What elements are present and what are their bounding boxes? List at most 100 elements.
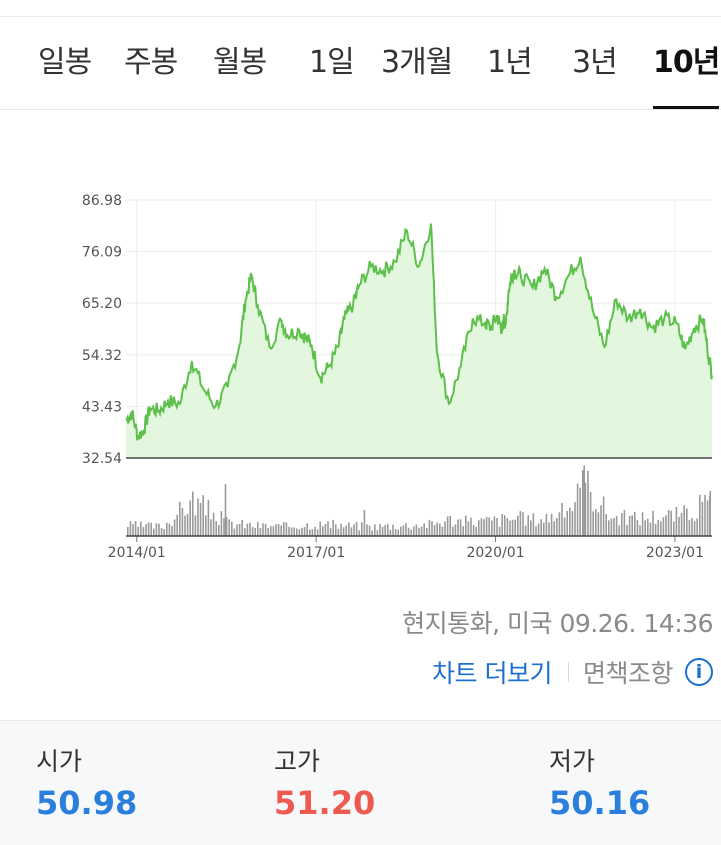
volume-bar <box>600 505 602 536</box>
volume-bar <box>522 512 524 536</box>
y-tick-label: 76.09 <box>82 245 122 261</box>
volume-bar <box>686 508 688 536</box>
volume-bar <box>444 521 446 536</box>
volume-bar <box>257 521 259 536</box>
volume-bar <box>212 512 215 536</box>
high-label: 고가 <box>274 747 321 776</box>
volume-bar <box>285 522 288 536</box>
volume-bar <box>665 515 667 536</box>
tab-weekly[interactable]: 주봉 <box>124 45 178 80</box>
volume-bar <box>293 527 295 536</box>
volume-bar <box>584 482 587 536</box>
volume-bar <box>392 524 394 536</box>
x-tick-label: 2020/01 <box>466 545 524 561</box>
volume-bar <box>358 530 360 536</box>
volume-bar <box>223 518 225 536</box>
volume-bar <box>413 526 415 536</box>
tab-10years[interactable]: 10년 <box>653 45 720 80</box>
x-tick-label: 2023/01 <box>646 545 704 561</box>
volume-bar <box>673 521 675 536</box>
volume-bar <box>134 521 137 536</box>
active-tab-indicator <box>653 106 719 109</box>
price-area-fill <box>126 223 712 458</box>
volume-bar <box>306 523 308 536</box>
volume-bar <box>644 520 646 536</box>
volume-bar <box>199 503 202 536</box>
volume-bar <box>491 520 493 536</box>
open-value: 50.98 <box>36 784 138 822</box>
volume-bar <box>311 529 314 536</box>
volume-bar <box>608 520 610 536</box>
volume-bar <box>535 526 537 536</box>
chart-more-link[interactable]: 차트 더보기 <box>432 659 552 688</box>
volume-bar <box>693 521 696 536</box>
tab-3months[interactable]: 3개월 <box>381 45 453 80</box>
volume-bar <box>654 523 657 536</box>
x-tick-label: 2017/01 <box>287 545 345 561</box>
volume-bar <box>244 528 246 536</box>
volume-bar <box>314 526 316 536</box>
volume-bar <box>197 498 199 536</box>
volume-bar <box>488 517 490 536</box>
volume-bar <box>379 524 381 536</box>
volume-bar <box>446 516 449 536</box>
period-tabs: 일봉 주봉 월봉 1일 3개월 1년 3년 10년 <box>0 17 721 110</box>
volume-bar <box>241 520 243 536</box>
volume-bar <box>290 527 293 536</box>
volume-bar <box>628 515 631 536</box>
volume-bar <box>485 516 488 536</box>
volume-bar <box>626 524 628 536</box>
tab-1day[interactable]: 1일 <box>309 45 355 80</box>
tab-1year[interactable]: 1년 <box>487 45 533 80</box>
volume-bar <box>467 521 470 536</box>
volume-bar <box>207 499 210 536</box>
volume-bar <box>597 512 600 536</box>
volume-bar <box>137 526 139 536</box>
volume-bar <box>283 522 285 536</box>
volume-bar <box>582 470 584 536</box>
volume-bar <box>519 511 522 536</box>
volume-bar <box>350 527 353 536</box>
volume-bar <box>457 519 459 536</box>
volume-bar <box>322 526 324 536</box>
volume-bar <box>153 528 155 536</box>
tab-3years[interactable]: 3년 <box>572 45 618 80</box>
volume-bar <box>691 518 693 536</box>
volume-bar <box>309 529 311 536</box>
low-price-block: 저가 50.16 <box>549 745 650 825</box>
volume-bar <box>475 527 477 536</box>
disclaimer-link[interactable]: 면책조항 <box>582 659 674 688</box>
volume-bar <box>264 524 267 536</box>
volume-bar <box>613 518 615 536</box>
volume-bar <box>530 520 532 536</box>
volume-bar <box>254 527 256 536</box>
volume-bar <box>428 519 431 536</box>
volume-bar <box>517 515 519 536</box>
volume-bar-spike <box>583 465 585 536</box>
volume-bar <box>602 496 605 536</box>
volume-bar <box>272 526 275 536</box>
volume-bar <box>301 527 303 536</box>
volume-bar <box>589 491 592 536</box>
volume-bar <box>332 519 334 536</box>
volume-bar <box>506 518 509 536</box>
volume-bar <box>553 521 555 536</box>
volume-bar <box>160 528 163 536</box>
volume-bar <box>641 512 644 536</box>
volume-bar <box>236 524 238 536</box>
volume-bar <box>181 507 184 536</box>
volume-bar <box>501 514 503 536</box>
volume-bar <box>220 511 223 536</box>
tab-monthly[interactable]: 월봉 <box>213 45 267 80</box>
volume-bar <box>142 527 145 536</box>
volume-bar <box>462 526 464 536</box>
volume-bar <box>215 521 217 536</box>
volume-bar <box>145 524 147 536</box>
tab-daily[interactable]: 일봉 <box>38 45 92 80</box>
info-icon[interactable]: i <box>685 658 713 686</box>
volume-bar <box>127 527 129 536</box>
volume-bar <box>353 524 355 536</box>
volume-bar <box>298 529 301 536</box>
volume-bar <box>155 523 158 536</box>
